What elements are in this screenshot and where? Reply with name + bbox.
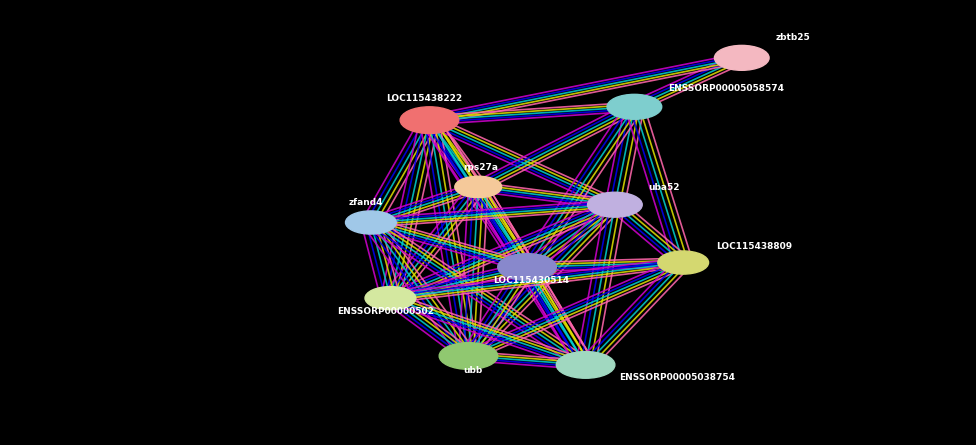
Text: ENSSORP00005038754: ENSSORP00005038754	[619, 373, 735, 382]
Circle shape	[498, 254, 556, 280]
Circle shape	[365, 287, 416, 310]
Circle shape	[439, 343, 498, 369]
Circle shape	[588, 192, 642, 217]
Text: ENSSORP00005058574: ENSSORP00005058574	[669, 85, 785, 93]
Circle shape	[346, 211, 396, 234]
Text: ubb: ubb	[463, 366, 482, 375]
Circle shape	[455, 176, 502, 198]
Circle shape	[556, 352, 615, 378]
Text: zbtb25: zbtb25	[776, 33, 811, 42]
Text: uba52: uba52	[648, 183, 679, 192]
Text: rps27a: rps27a	[464, 163, 499, 172]
Text: LOC115438222: LOC115438222	[386, 94, 463, 103]
Text: LOC115430514: LOC115430514	[493, 276, 569, 285]
Circle shape	[400, 107, 459, 134]
Circle shape	[658, 251, 709, 274]
Circle shape	[714, 45, 769, 70]
Text: zfand4: zfand4	[348, 198, 384, 207]
Text: ENSSORP00000502: ENSSORP00000502	[337, 307, 434, 316]
Text: LOC115438809: LOC115438809	[716, 242, 793, 251]
Circle shape	[607, 94, 662, 119]
